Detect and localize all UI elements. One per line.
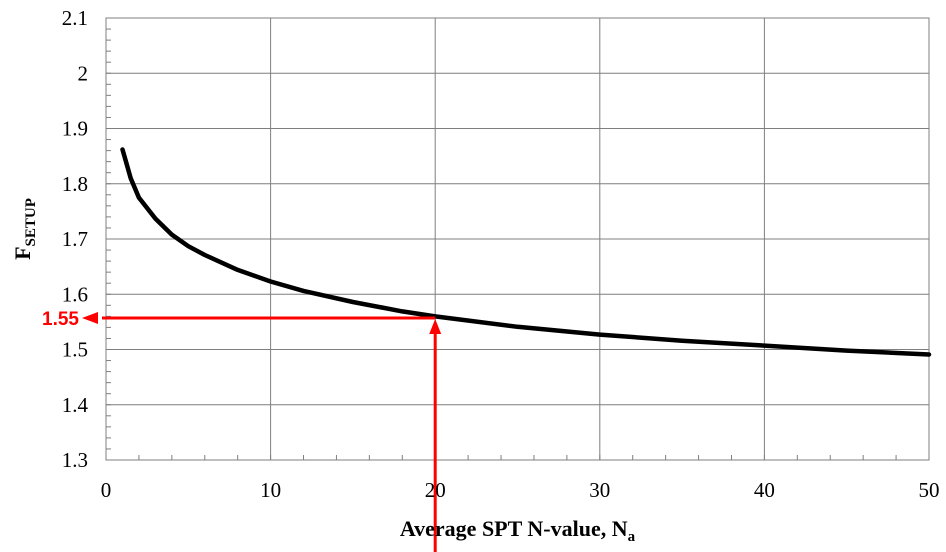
x-tick-label-2: 20 xyxy=(425,478,446,502)
y-tick-label-1: 1.4 xyxy=(62,393,89,417)
annotation-horizontal-arrowhead xyxy=(82,312,98,325)
y-tick-label-5: 1.8 xyxy=(62,172,88,196)
x-tick-label-5: 50 xyxy=(919,478,940,502)
annotation-vertical-arrowhead xyxy=(429,319,442,335)
y-axis-title: FSETUP xyxy=(10,198,39,260)
x-tick-label-4: 40 xyxy=(754,478,775,502)
y-tick-label-6: 1.9 xyxy=(62,117,88,141)
x-tick-label-3: 30 xyxy=(589,478,610,502)
y-tick-label-2: 1.5 xyxy=(62,338,88,362)
y-tick-label-0: 1.3 xyxy=(62,448,88,472)
annotation-layer: 1.55 xyxy=(42,309,442,552)
series-line-0 xyxy=(120,147,932,357)
annotation-label: 1.55 xyxy=(42,309,79,330)
y-tick-label-3: 1.6 xyxy=(62,282,88,306)
minor-ticks xyxy=(105,17,930,461)
y-tick-label-4: 1.7 xyxy=(62,227,88,251)
series-layer xyxy=(120,147,932,357)
x-axis-title: Average SPT N-value, Na xyxy=(400,516,636,545)
gridlines xyxy=(105,17,930,461)
x-tick-label-1: 10 xyxy=(260,478,281,502)
y-tick-label-7: 2 xyxy=(78,61,89,85)
x-tick-label-0: 0 xyxy=(101,478,112,502)
tick-labels: 0 10 20 30 40 50 1.3 1.4 1.5 1.6 1.7 1.8 1.9 2 2.1 xyxy=(62,6,940,502)
y-tick-label-8: 2.1 xyxy=(62,6,88,30)
